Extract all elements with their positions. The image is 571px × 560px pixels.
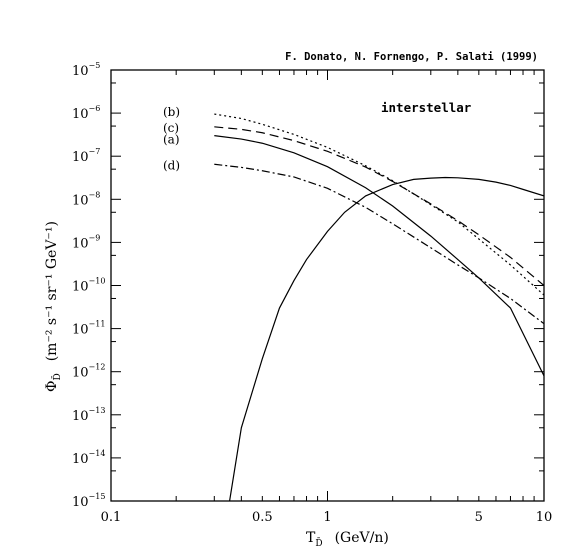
x-tick-label: 0.1 xyxy=(101,510,122,525)
panel-label: interstellar xyxy=(381,100,472,115)
x-tick-labels: 0.1 0.5 1 5 10 xyxy=(101,510,553,525)
y-axis-subscript: D̄ xyxy=(51,373,63,380)
curve-label: (d) xyxy=(163,158,180,172)
curve-label: (b) xyxy=(163,105,180,119)
curves xyxy=(214,113,544,501)
y-tick-label: 10−8 xyxy=(72,190,100,208)
y-axis-symbol: Φ xyxy=(44,381,60,392)
y-axis-unit: (m⁻² s⁻¹ sr⁻¹ GeV⁻¹) xyxy=(44,221,60,361)
curve-label: (c) xyxy=(163,121,179,135)
y-tick-label: 10−10 xyxy=(72,277,105,295)
y-tick-label: 10−9 xyxy=(72,233,100,251)
x-axis-unit: (GeV/n) xyxy=(335,530,389,546)
curve-c xyxy=(214,126,544,286)
x-tick-label: 5 xyxy=(475,510,483,525)
author-annotation: F. Donato, N. Fornengo, P. Salati (1999) xyxy=(285,51,538,63)
x-tick-label: 0.5 xyxy=(252,510,273,525)
x-axis-symbol: T xyxy=(306,530,316,546)
y-tick-label: 10−6 xyxy=(72,104,100,122)
y-tick-label: 10−7 xyxy=(72,147,100,165)
y-tick-label: 10−5 xyxy=(72,61,100,79)
y-tick-labels: 10−15 10−14 10−13 10−12 10−11 10−10 10−9 10−8 10… xyxy=(72,61,105,510)
curve-labels: (b) (c)(a) (d) xyxy=(163,105,180,172)
y-tick-label: 10−11 xyxy=(72,320,105,338)
y-tick-label: 10−15 xyxy=(72,492,105,510)
y-tick-label: 10−12 xyxy=(72,363,105,381)
curve-label: (a) xyxy=(163,133,180,147)
x-tick-label: 1 xyxy=(323,510,331,525)
x-axis-subscript: D̄ xyxy=(315,537,322,549)
curve-d xyxy=(214,163,544,325)
x-axis-title: TD̄ (GeV/n) xyxy=(306,530,389,549)
y-tick-label: 10−13 xyxy=(72,406,105,424)
curve-b xyxy=(214,113,544,296)
y-tick-label: 10−14 xyxy=(72,449,105,467)
axis-ticks xyxy=(110,69,545,502)
x-tick-label: 10 xyxy=(536,510,553,525)
y-axis-title: ΦD̄ (m⁻² s⁻¹ sr⁻¹ GeV⁻¹) xyxy=(44,221,63,392)
curve-a xyxy=(214,135,544,377)
curve-primary xyxy=(228,176,544,501)
